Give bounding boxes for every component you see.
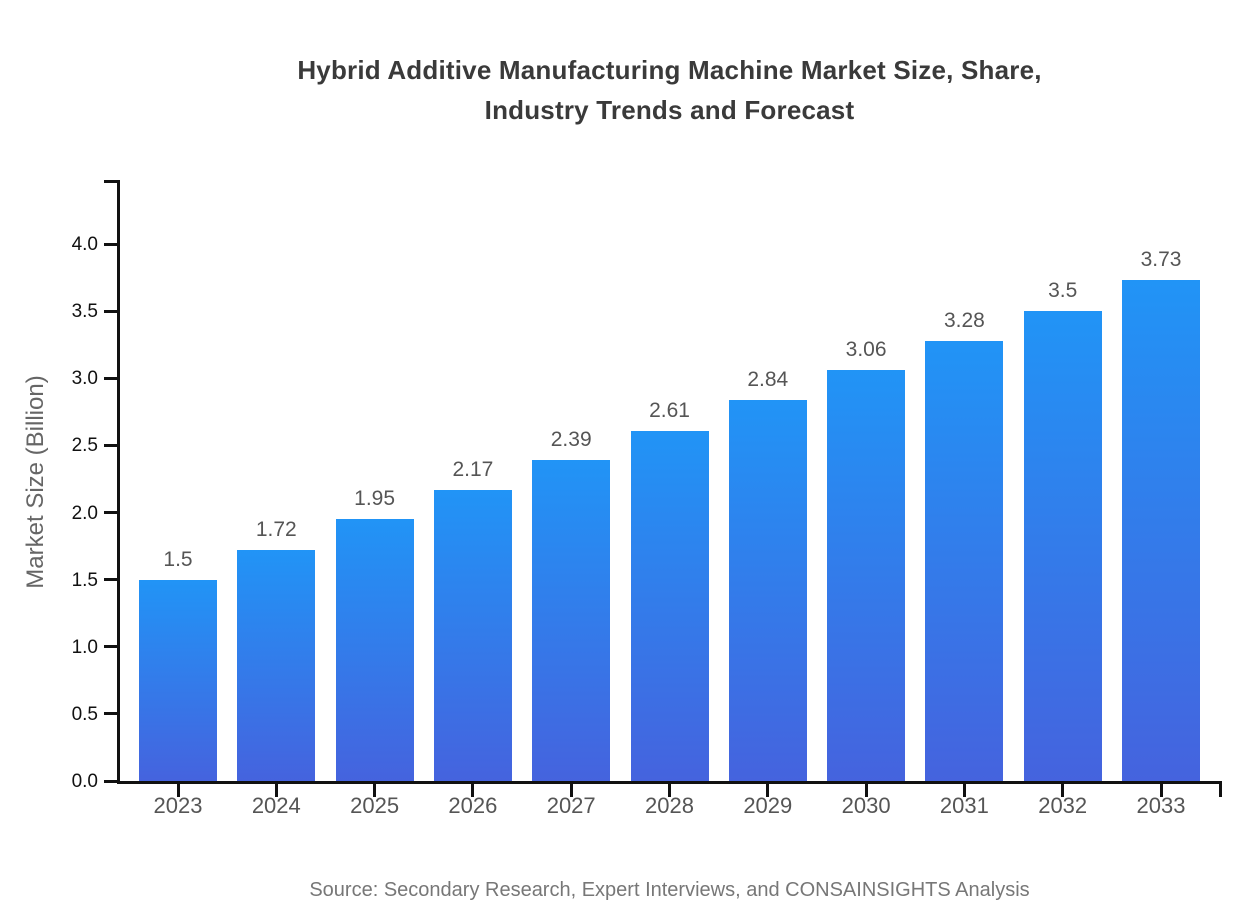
y-tick-label: 3.0 bbox=[71, 368, 98, 390]
x-tick-label: 2024 bbox=[251, 793, 301, 818]
x-tick-mark bbox=[471, 784, 475, 797]
x-tick-label: 2025 bbox=[350, 793, 400, 818]
bar-value-label: 1.95 bbox=[354, 487, 396, 511]
bar-value-label: 1.5 bbox=[163, 547, 193, 571]
bar-value-label: 2.61 bbox=[649, 398, 690, 422]
y-tick-label: 2.0 bbox=[71, 502, 98, 524]
bar-value-label: 1.72 bbox=[255, 518, 297, 542]
y-axis-line bbox=[117, 180, 120, 784]
y-tick-label: 3.5 bbox=[71, 301, 98, 323]
y-tick-label: 1.5 bbox=[71, 569, 98, 591]
bar-2027 bbox=[532, 460, 611, 781]
bar-value-label: 3.06 bbox=[845, 338, 887, 362]
y-axis-label: Market Size (Billion) bbox=[22, 375, 49, 589]
bar-2025 bbox=[335, 519, 414, 781]
bar-2030 bbox=[827, 370, 906, 781]
x-tick-label: 2032 bbox=[1038, 793, 1088, 818]
x-tick-label: 2026 bbox=[448, 793, 498, 818]
y-tick-label: 0.5 bbox=[71, 703, 98, 725]
x-tick-label: 2028 bbox=[645, 793, 694, 818]
bar-2032 bbox=[1023, 311, 1102, 781]
y-tick-mark bbox=[104, 242, 117, 246]
chart-title: Hybrid Additive Manufacturing Machine Ma… bbox=[117, 50, 1222, 130]
bar-value-label: 2.39 bbox=[550, 428, 592, 452]
y-tick-mark bbox=[104, 779, 117, 783]
x-tick-mark bbox=[274, 784, 278, 797]
bar-value-label: 2.84 bbox=[747, 367, 789, 391]
y-tick-label: 0.0 bbox=[71, 771, 98, 792]
y-tick-mark bbox=[104, 712, 117, 716]
x-axis-line bbox=[117, 781, 1222, 784]
x-tick-mark bbox=[176, 784, 180, 797]
x-axis-end-cap bbox=[1219, 784, 1222, 797]
bar-2028 bbox=[630, 430, 709, 781]
x-tick-label: 2029 bbox=[743, 793, 793, 818]
x-tick-label: 2023 bbox=[153, 793, 203, 818]
x-tick-mark bbox=[1159, 784, 1163, 797]
x-tick-mark bbox=[962, 784, 966, 797]
x-tick-label: 2033 bbox=[1136, 793, 1186, 818]
bar-2033 bbox=[1122, 280, 1200, 781]
chart-title-line1: Hybrid Additive Manufacturing Machine Ma… bbox=[297, 55, 1042, 85]
chart-title-line2: Industry Trends and Forecast bbox=[484, 95, 855, 125]
bar-2026 bbox=[433, 489, 512, 781]
y-tick-mark bbox=[104, 443, 117, 447]
x-tick-label: 2030 bbox=[841, 793, 891, 818]
bar-2031 bbox=[925, 340, 1004, 781]
y-tick-mark bbox=[104, 645, 117, 649]
y-tick-label: 2.5 bbox=[71, 435, 98, 457]
y-tick-label: 1.0 bbox=[71, 636, 98, 658]
x-tick-mark bbox=[864, 784, 868, 797]
bar-2029 bbox=[728, 399, 807, 781]
y-tick-label: 4.0 bbox=[71, 234, 98, 255]
bar-value-label: 3.28 bbox=[943, 308, 985, 332]
y-axis-top-cap bbox=[104, 180, 117, 183]
y-tick-mark bbox=[104, 511, 117, 514]
y-tick-mark bbox=[104, 578, 117, 582]
x-tick-label: 2027 bbox=[546, 793, 596, 818]
x-tick-mark bbox=[1061, 784, 1065, 797]
x-tick-label: 2031 bbox=[939, 793, 989, 818]
y-tick-mark bbox=[104, 376, 117, 380]
x-tick-mark bbox=[668, 784, 671, 797]
bar-value-label: 3.5 bbox=[1048, 279, 1078, 303]
x-tick-mark bbox=[373, 784, 377, 797]
source-note: Source: Secondary Research, Expert Inter… bbox=[309, 879, 1030, 901]
bar-value-label: 2.17 bbox=[452, 457, 494, 481]
x-tick-mark bbox=[766, 784, 770, 797]
x-tick-mark bbox=[569, 784, 573, 797]
bar-2023 bbox=[139, 579, 217, 781]
y-tick-mark bbox=[104, 309, 117, 313]
bar-2024 bbox=[237, 550, 316, 781]
bar-value-label: 3.73 bbox=[1140, 248, 1182, 272]
